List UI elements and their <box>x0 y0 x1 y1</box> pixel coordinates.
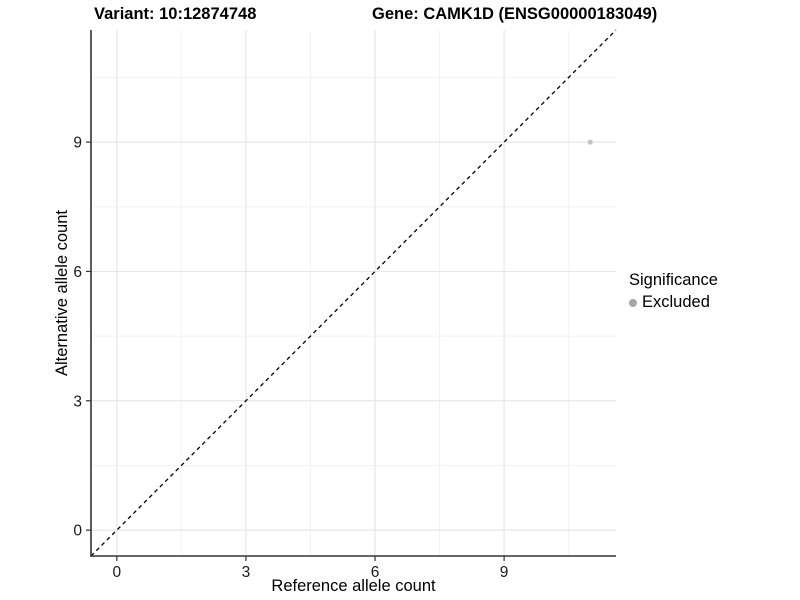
x-tick-label: 3 <box>242 564 251 581</box>
x-axis-title: Reference allele count <box>271 577 436 595</box>
legend: Significance Excluded <box>629 271 718 312</box>
identity-dashed-line <box>90 29 617 557</box>
y-axis-title: Alternative allele count <box>53 210 71 377</box>
excluded-dot-icon <box>629 298 637 307</box>
y-tick-label: 6 <box>73 264 82 281</box>
variant-title: Variant: 10:12874748 <box>94 5 257 23</box>
legend-title: Significance <box>629 271 718 289</box>
x-tick-label: 0 <box>113 564 122 581</box>
gene-title: Gene: CAMK1D (ENSG00000183049) <box>372 5 658 23</box>
y-tick-label: 9 <box>73 135 82 152</box>
legend-item-label: Excluded <box>642 293 710 311</box>
legend-item-excluded: Excluded <box>629 293 718 312</box>
x-tick-label: 6 <box>371 564 380 581</box>
data-point <box>587 139 593 145</box>
y-tick-label: 0 <box>73 523 82 540</box>
x-tick-label: 9 <box>500 564 509 581</box>
y-tick-label: 3 <box>73 393 82 410</box>
